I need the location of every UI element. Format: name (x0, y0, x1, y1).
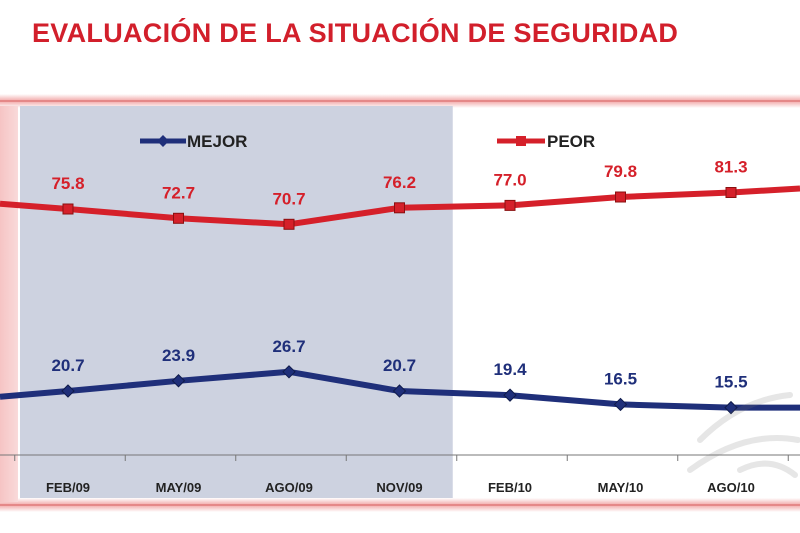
mejor-point (282, 365, 296, 379)
x-tick-label: AGO/10 (707, 480, 755, 495)
x-tick-label: FEB/10 (488, 480, 532, 495)
x-tick-label: FEB/09 (46, 480, 90, 495)
x-tick-label: NOV/09 (376, 480, 422, 495)
legend: MEJOR PEOR (140, 132, 595, 151)
legend-peor-label: PEOR (547, 132, 595, 151)
peor-data-label: 72.7 (162, 183, 195, 202)
mejor-data-label: 20.7 (51, 356, 84, 375)
mejor-data-label: 20.7 (383, 356, 416, 375)
watermark-stroke (737, 460, 798, 478)
legend-mejor-marker (157, 135, 169, 147)
mejor-data-label: 15.5 (714, 373, 747, 392)
mejor-point (724, 400, 738, 415)
peor-point (615, 191, 626, 203)
legend-peor-marker (516, 136, 526, 146)
frame-left-glow (0, 106, 18, 502)
peor-point (725, 187, 737, 198)
peor-data-label: 77.0 (493, 170, 526, 189)
mejor-data-label: 19.4 (493, 360, 527, 379)
peor-data-label: 70.7 (272, 189, 305, 208)
watermark-stroke (687, 435, 800, 473)
peor-data-label: 75.8 (51, 174, 84, 193)
mejor-point (171, 374, 186, 388)
peor-point (504, 199, 516, 211)
shaded-period-band (20, 106, 453, 498)
peor-data-label: 76.2 (383, 173, 416, 192)
legend-mejor-label: MEJOR (187, 132, 247, 151)
mejor-point (392, 384, 407, 398)
mejor-data-label: 26.7 (272, 337, 305, 356)
chart-title: EVALUACIÓN DE LA SITUACIÓN DE SEGURIDAD (32, 18, 679, 48)
mejor-point (613, 397, 628, 412)
mejor-data-label: 23.9 (162, 346, 195, 365)
watermark-stroke (697, 392, 793, 443)
watermark-logo (687, 392, 800, 478)
peor-point (394, 202, 405, 214)
x-tick-label: MAY/10 (598, 480, 644, 495)
mejor-point (503, 388, 517, 402)
x-tick-label: MAY/09 (156, 480, 202, 495)
peor-point (173, 212, 184, 224)
mejor-data-label: 16.5 (604, 369, 637, 388)
peor-point (62, 203, 74, 215)
peor-data-label: 79.8 (604, 162, 637, 181)
mejor-point (61, 384, 75, 398)
x-tick-label: AGO/09 (265, 480, 313, 495)
peor-point (283, 218, 295, 230)
peor-data-label: 81.3 (714, 158, 747, 177)
